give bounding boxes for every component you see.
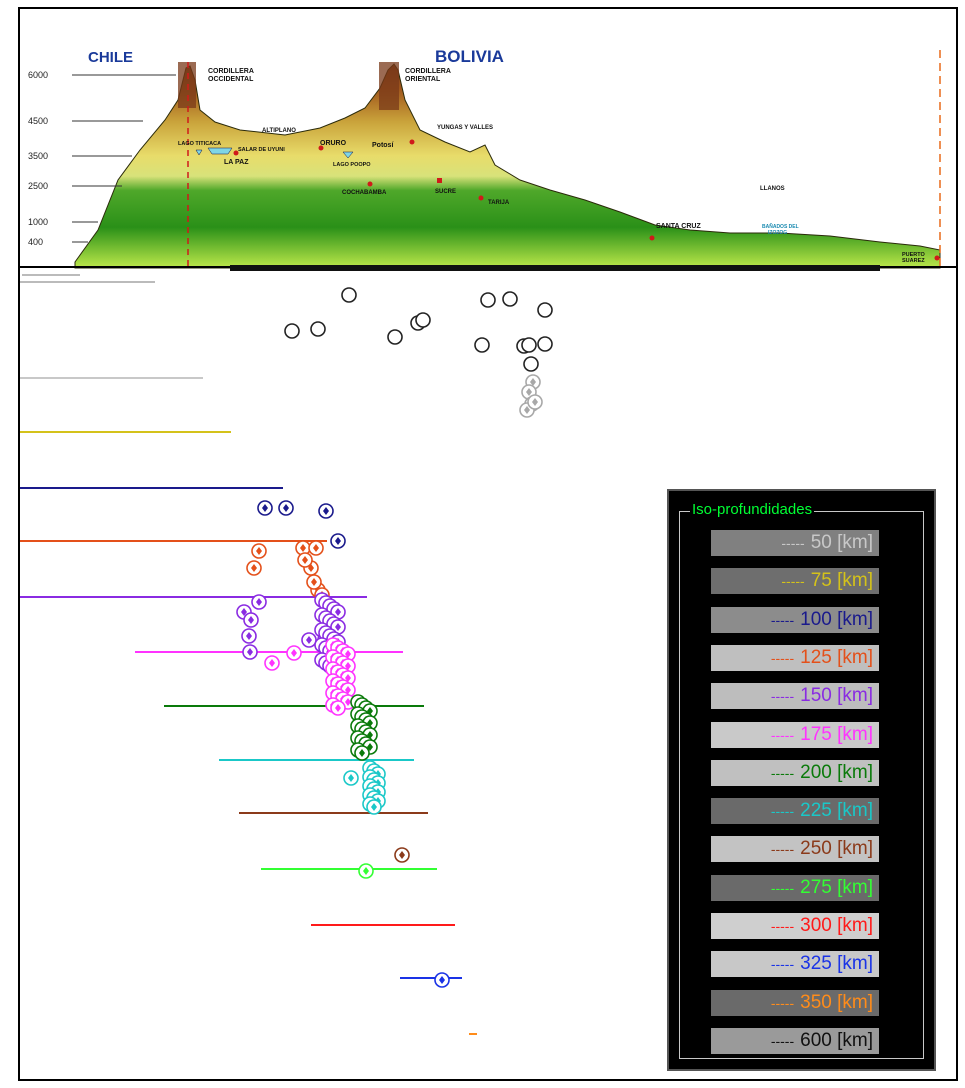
label-oruro: ORURO [320, 140, 347, 147]
label-banados-2: IZOZOG [768, 230, 787, 236]
city-markers [195, 139, 940, 261]
elevation-label: 2500 [28, 181, 48, 191]
legend-item: ----- 75 [km] [711, 568, 879, 595]
label-puerto-suarez-2: SUAREZ [902, 258, 925, 264]
legend-item: ----- 50 [km] [711, 530, 879, 556]
elevation-label: 400 [28, 237, 43, 247]
legend-label: 125 [km] [800, 646, 873, 668]
legend-dash: ----- [770, 803, 795, 820]
label-potosi: Potosí [372, 142, 394, 149]
legend-dash: ----- [781, 535, 805, 551]
legend-item: ----- 300 [km] [711, 913, 879, 939]
legend-dash: ----- [770, 649, 795, 666]
terrain-area [74, 63, 941, 269]
label-salar: SALAR DE UYUNI [238, 147, 285, 153]
label-yungas: YUNGAS Y VALLES [437, 125, 493, 131]
label-cordillera-oriental-1: CORDILLERA [405, 68, 451, 75]
elevation-scale: 6000 4500 3500 2500 1000 400 [28, 70, 176, 247]
legend-dash: ----- [770, 879, 795, 896]
legend-dash: ----- [770, 956, 795, 973]
peak-oriental [379, 62, 399, 110]
legend-item: ----- 100 [km] [711, 606, 879, 633]
legend-dash: ----- [770, 764, 795, 781]
label-santa-cruz: SANTA CRUZ [656, 223, 701, 230]
legend-item: ----- 350 [km] [711, 989, 879, 1016]
legend-dash: ----- [770, 918, 795, 934]
legend-dash: ----- [770, 611, 795, 628]
elevation-label: 4500 [28, 116, 48, 126]
legend-label: 350 [km] [800, 991, 873, 1013]
legend-item: ----- 600 [km] [711, 1027, 879, 1054]
legend-label: 250 [km] [800, 838, 873, 860]
legend-label: 225 [km] [800, 800, 873, 822]
label-cordillera-oriental-2: ORIENTAL [405, 76, 441, 83]
legend-label: 150 [km] [800, 685, 873, 707]
legend-item: ----- 250 [km] [711, 836, 879, 863]
label-tarija: TARIJA [488, 200, 510, 206]
label-cordillera-occidental-1: CORDILLERA [208, 68, 254, 75]
label-puerto-suarez-1: PUERTO [902, 252, 926, 258]
legend-dash: ----- [770, 841, 795, 858]
label-la-paz: LA PAZ [224, 159, 249, 166]
legend-dash: ----- [770, 994, 795, 1011]
legend-panel: Iso-profundidades ----- 50 [km] ----- 75 [k… [667, 489, 936, 1071]
legend-item: ----- 325 [km] [711, 951, 879, 978]
elevation-label: 1000 [28, 217, 48, 227]
legend-item: ----- 125 [km] [711, 644, 879, 671]
legend-label: 50 [km] [810, 532, 873, 553]
legend-label: 175 [km] [800, 723, 873, 745]
country-chile: CHILE [88, 49, 133, 66]
legend-label: 275 [km] [800, 876, 873, 898]
legend-label: 600 [km] [800, 1029, 873, 1051]
legend-label: 325 [km] [800, 953, 873, 975]
legend-dash: ----- [770, 726, 795, 743]
legend-dash: ----- [770, 688, 795, 705]
legend-item: ----- 175 [km] [711, 721, 879, 748]
elevation-label: 3500 [28, 151, 48, 161]
legend-item: ----- 225 [km] [711, 798, 879, 825]
legend-label: 100 [km] [800, 608, 873, 630]
legend-dash: ----- [770, 1032, 795, 1049]
label-altiplano: ALTIPLANO [262, 128, 296, 134]
legend-item: ----- 150 [km] [711, 683, 879, 710]
legend-label: 300 [km] [800, 915, 873, 936]
peak-occidental [178, 62, 196, 108]
label-cochabamba: COCHABAMBA [342, 190, 387, 196]
label-cordillera-occidental-2: OCCIDENTAL [208, 76, 254, 83]
elevation-label: 6000 [28, 70, 48, 80]
label-lago-poopo: LAGO POOPO [333, 162, 371, 168]
country-bolivia: BOLIVIA [435, 47, 504, 66]
label-banados-1: BAÑADOS DEL [762, 223, 799, 230]
topographic-profile: 6000 4500 3500 2500 1000 400 CHILE BOLIVIA CO… [28, 47, 941, 269]
legend-dash: ----- [781, 573, 805, 590]
label-llanos: LLANOS [760, 186, 785, 192]
legend-item: ----- 275 [km] [711, 874, 879, 901]
legend-item: ----- 200 [km] [711, 759, 879, 786]
label-sucre: SUCRE [435, 189, 456, 195]
legend-label: 200 [km] [800, 761, 873, 783]
legend-title: Iso-profundidades [690, 501, 815, 519]
legend-label: 75 [km] [810, 570, 873, 592]
label-lago-titicaca: LAGO TITICACA [178, 141, 221, 147]
